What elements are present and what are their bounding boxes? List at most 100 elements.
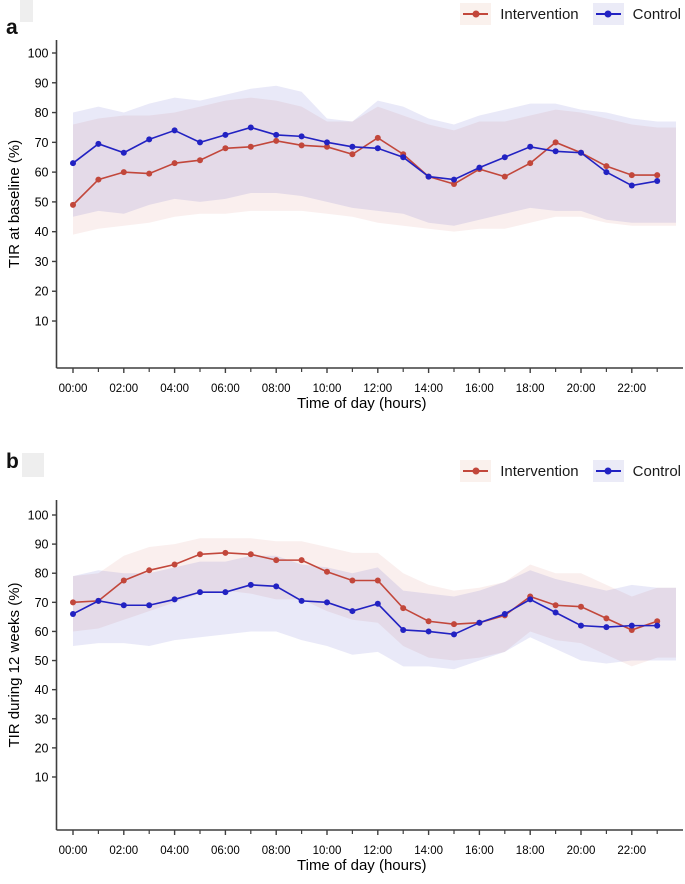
chart-b: 10 20 30 40 50 60 70 80 90 100 00:00 02:00 04:00 06:0… [6,500,683,874]
marker-control [552,609,559,616]
x-tick-label: 08:00 [262,845,291,857]
x-tick-label: 14:00 [414,845,443,857]
y-tick-label: 40 [35,225,49,239]
marker-control [476,164,483,171]
y-tick-label: 30 [35,255,49,269]
ribbon-intervention [73,97,676,235]
marker-intervention [654,618,661,625]
y-tick-label: 40 [35,683,49,697]
marker-control [578,149,584,156]
marker-control [603,624,610,631]
marker-intervention [146,567,153,574]
y-tick-label: 100 [28,47,49,61]
marker-control [425,628,432,635]
marker-control [298,133,305,140]
y-tick-label: 100 [28,509,49,523]
marker-control [451,176,457,183]
legend-item-control: Control [592,3,681,25]
legend-a: Intervention Control [460,3,681,25]
x-tick-label: 18:00 [516,845,545,857]
x-tick-label: 04:00 [160,845,189,857]
ribbon-control [73,555,676,670]
panel-b: b Intervention Control 10 20 30 40 50 60 70 80 9… [0,442,685,884]
y-tick-label: 20 [35,741,49,755]
marker-control [70,610,76,617]
marker-control [501,154,508,161]
line-control [72,584,658,636]
y-tick-label: 90 [35,76,49,90]
line-control [72,126,658,187]
marker-intervention [654,172,661,179]
scan-artifact [22,453,44,477]
y-tick-label: 10 [35,315,49,329]
legend-item-intervention: Intervention [460,3,579,25]
marker-control [654,178,661,185]
line-intervention [72,136,658,206]
x-tick-label: 00:00 [59,845,88,857]
control-key-icon [592,3,624,25]
y-tick-label: 80 [35,106,49,120]
marker-control [527,596,534,603]
marker-control [298,597,305,604]
marker-control [171,127,178,134]
marker-intervention [578,603,584,610]
y-tick-label: 80 [35,567,49,581]
legend-label-control: Control [632,5,681,23]
marker-intervention [374,577,381,584]
marker-intervention [451,181,457,188]
legend-item-intervention: Intervention [460,460,579,482]
marker-control [120,149,127,156]
marker-intervention [120,169,127,176]
x-tick-label: 22:00 [617,383,646,395]
marker-control [349,608,356,615]
marker-control [578,622,584,629]
marker-control [222,131,229,138]
marker-intervention [273,557,280,564]
marker-intervention [628,172,635,179]
marker-intervention [70,201,76,208]
y-axis-title: TIR at baseline (%) [6,140,23,268]
marker-intervention [222,549,229,556]
marker-control [374,145,381,152]
marker-control [273,131,280,138]
marker-intervention [197,551,203,558]
y-tick-label: 30 [35,712,49,726]
ribbon-intervention [73,538,676,667]
x-tick-label: 10:00 [313,845,342,857]
marker-control [273,583,280,590]
x-tick-label: 06:00 [211,383,240,395]
x-tick-label: 20:00 [567,383,596,395]
marker-control [349,143,356,150]
marker-intervention [603,163,610,170]
x-tick-label: 12:00 [363,383,392,395]
marker-intervention [324,568,330,575]
x-tick-label: 18:00 [516,383,545,395]
marker-control [70,160,76,167]
x-tick-label: 16:00 [465,845,494,857]
marker-control [197,589,203,596]
y-tick-label: 20 [35,285,49,299]
y-tick-label: 50 [35,654,49,668]
control-key-icon [592,460,624,482]
marker-control [197,139,203,146]
marker-intervention [451,621,457,628]
chart-a: 10 20 30 40 50 60 70 80 90 100 00:00 02:00 04:00 06:0… [6,40,683,412]
y-tick-label: 60 [35,166,49,180]
marker-control [222,589,229,596]
marker-intervention [298,142,305,149]
marker-control [527,143,534,150]
marker-control [95,140,102,147]
marker-intervention [247,551,254,558]
x-tick-label: 22:00 [617,845,646,857]
x-tick-label: 04:00 [160,383,189,395]
marker-intervention [374,134,381,141]
marker-intervention [70,599,76,606]
marker-intervention [273,137,280,144]
marker-control [451,631,457,638]
line-intervention [72,552,658,631]
legend-label-control: Control [632,462,681,480]
x-tick-label: 08:00 [262,383,291,395]
marker-control [628,182,635,189]
x-tick-label: 00:00 [59,383,88,395]
marker-intervention [120,577,127,584]
